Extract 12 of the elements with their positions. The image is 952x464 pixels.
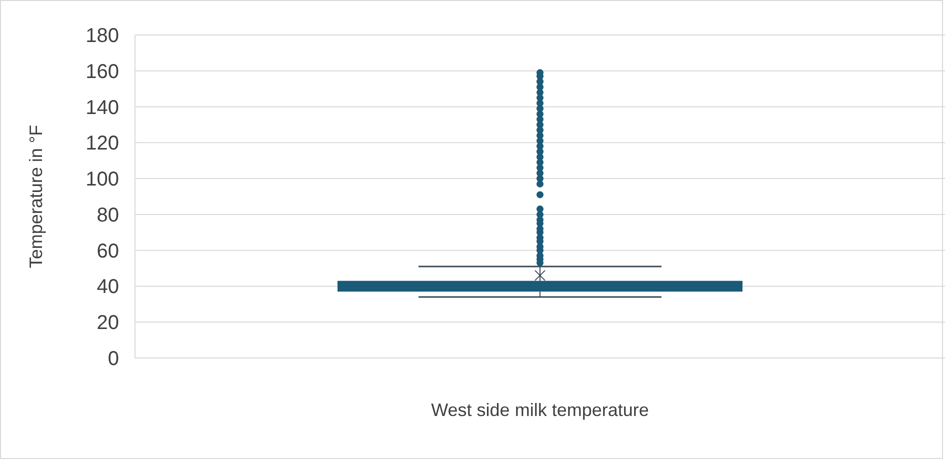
y-tick-label: 40 bbox=[96, 276, 119, 298]
y-tick-label: 80 bbox=[96, 204, 119, 226]
y-tick-label: 180 bbox=[86, 25, 119, 47]
y-tick-label: 60 bbox=[96, 240, 119, 262]
y-tick-label: 120 bbox=[86, 132, 119, 155]
y-tick-label: 160 bbox=[86, 60, 119, 83]
y-tick-label: 0 bbox=[108, 348, 119, 370]
y-tick-label: 140 bbox=[86, 96, 119, 119]
y-tick-label: 20 bbox=[96, 312, 119, 334]
y-axis-title: Temperature in °F bbox=[26, 124, 46, 268]
x-axis-title: West side milk temperature bbox=[431, 400, 649, 420]
y-tick-label: 100 bbox=[86, 168, 119, 191]
